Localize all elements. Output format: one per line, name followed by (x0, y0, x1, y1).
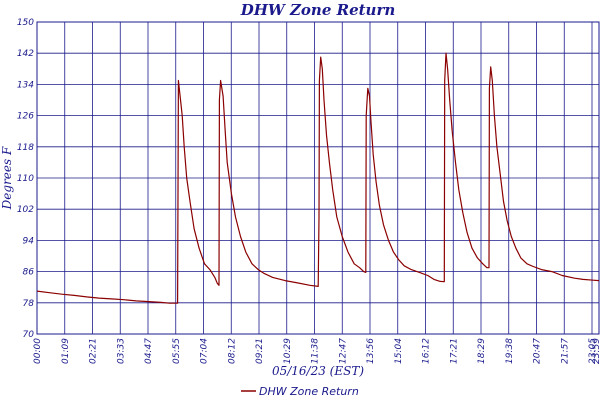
x-tick-label: 16:12 (422, 338, 432, 364)
y-tick-label: 142 (17, 49, 34, 59)
x-tick-label: 19:38 (505, 338, 515, 364)
x-tick-label: 20:47 (533, 338, 543, 364)
y-tick-label: 86 (23, 268, 35, 278)
y-tick-label: 70 (23, 330, 35, 340)
x-axis-label: 05/16/23 (EST) (272, 364, 364, 378)
x-tick-label: 13:56 (366, 338, 376, 364)
x-tick-label: 23:05 (588, 338, 598, 364)
grid (37, 21, 599, 335)
y-tick-label: 102 (17, 205, 34, 215)
x-tick-label: 15:04 (394, 338, 404, 364)
x-tick-label: 00:00 (33, 338, 43, 364)
x-tick-label: 10:29 (283, 338, 293, 364)
legend-label: DHW Zone Return (259, 385, 359, 398)
x-tick-label: 04:47 (144, 338, 154, 364)
x-axis-ticks: 00:00 01:09 02:21 03:33 04:47 05:55 07:04 08:12… (33, 338, 600, 364)
x-tick-label: 07:04 (200, 338, 210, 364)
y-tick-label: 118 (17, 143, 34, 153)
y-tick-label: 78 (23, 299, 35, 309)
x-tick-label: 23:59 (592, 338, 600, 364)
chart-title: DHW Zone Return (240, 1, 396, 19)
x-tick-label: 12:47 (338, 338, 348, 364)
y-tick-label: 110 (17, 174, 34, 184)
y-tick-label: 94 (23, 236, 35, 246)
x-tick-label: 17:21 (449, 338, 459, 364)
plot-area-border (36, 21, 600, 335)
y-tick-label: 126 (17, 112, 34, 122)
x-tick-label: 03:33 (116, 338, 126, 364)
x-tick-label: 11:38 (311, 338, 321, 364)
y-tick-label: 134 (17, 80, 34, 90)
y-axis-label: Degrees F (0, 146, 14, 210)
x-tick-label: 01:09 (61, 338, 71, 364)
legend: DHW Zone Return (241, 385, 359, 398)
y-axis-ticks: 70 78 86 94 102 110 118 126 134 142 150 (17, 18, 34, 340)
series-line-dhw-zone-return (36, 52, 600, 304)
x-tick-label: 09:21 (255, 338, 265, 364)
x-tick-label: 08:12 (227, 338, 237, 364)
x-tick-label: 18:29 (477, 338, 487, 364)
x-tick-label: 05:55 (172, 338, 182, 364)
x-tick-label: 21:57 (560, 338, 570, 364)
y-tick-label: 150 (17, 18, 34, 28)
x-tick-label: 02:21 (89, 338, 99, 364)
